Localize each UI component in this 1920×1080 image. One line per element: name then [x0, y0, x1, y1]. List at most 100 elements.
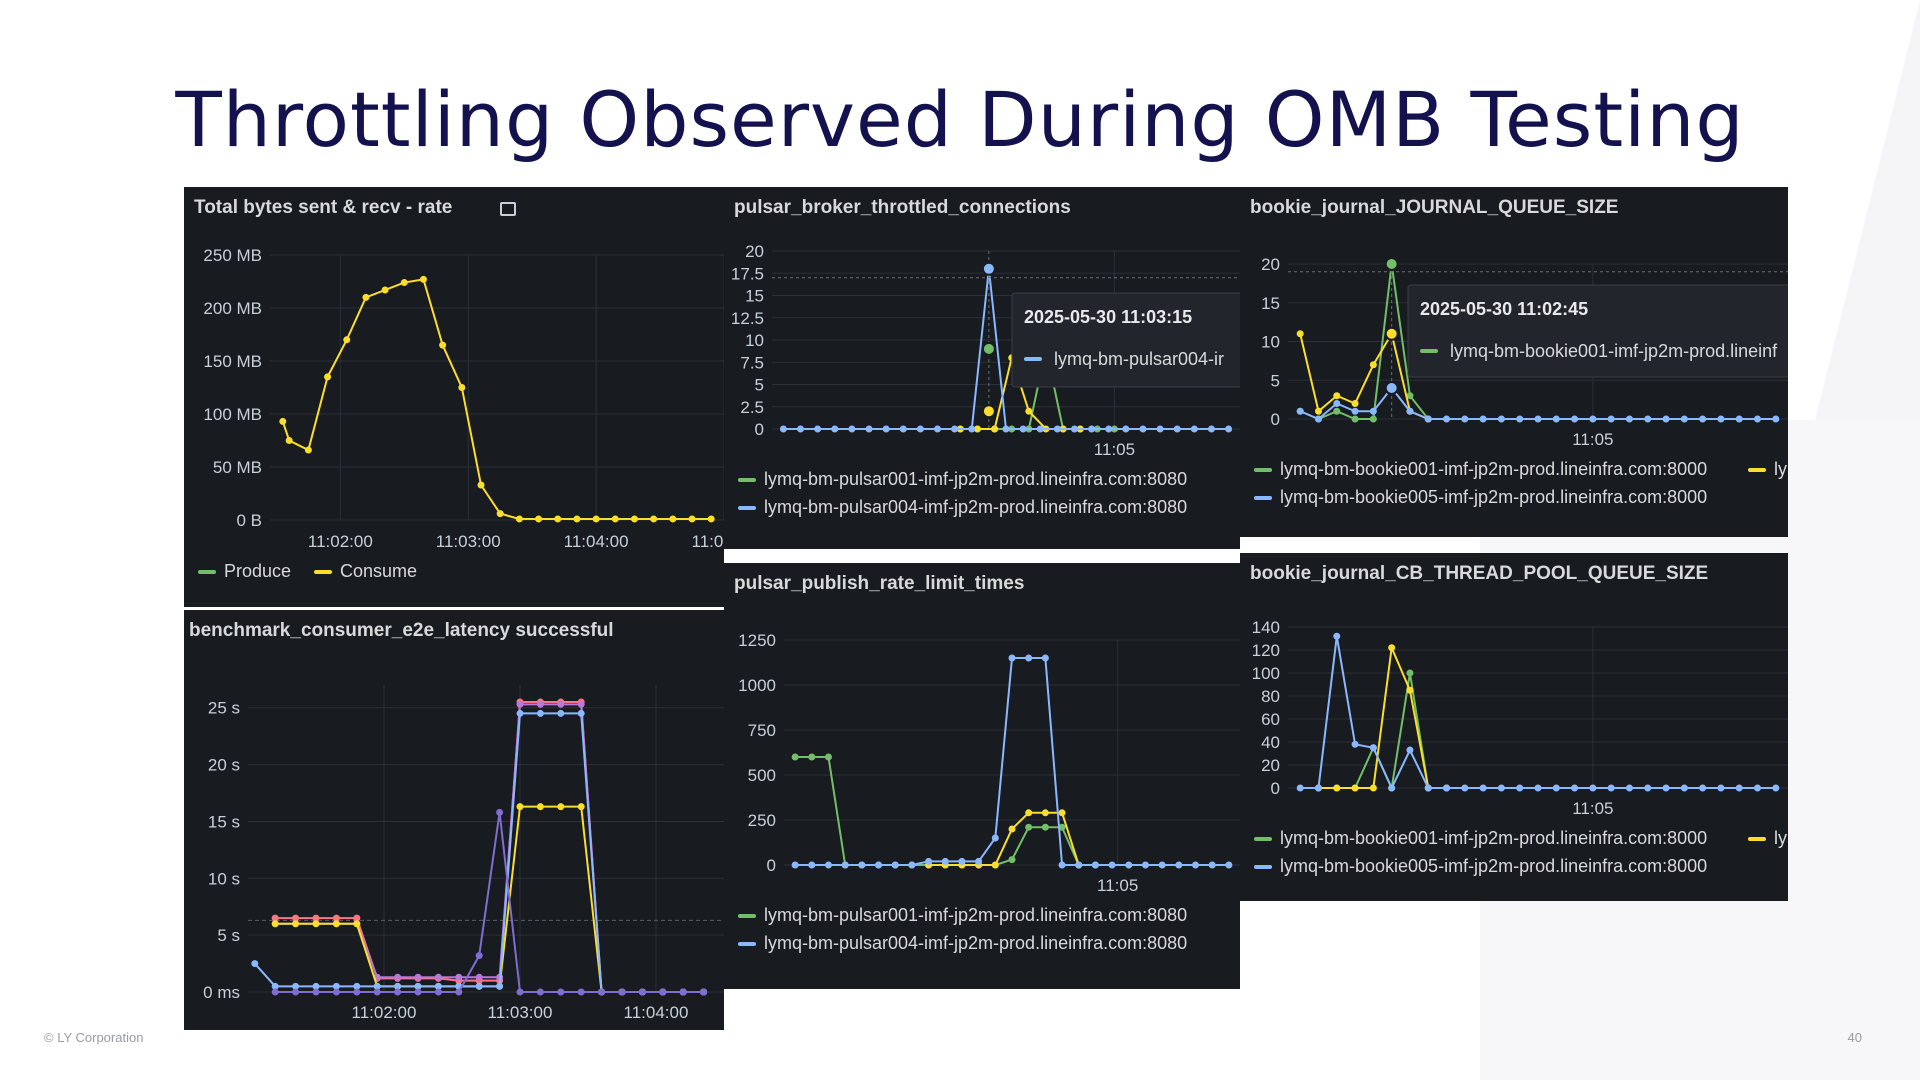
data-point — [1516, 784, 1524, 792]
chart-latency-plot: 25 s 20 s 15 s 10 s 5 s 0 ms 11:02:00 11:03:00 1… — [203, 685, 724, 1022]
series-line-0 — [1318, 672, 1447, 792]
x-tick-label: 11:02:00 — [352, 1003, 417, 1022]
data-point — [1058, 809, 1066, 817]
data-point — [1351, 740, 1359, 748]
data-point — [1461, 784, 1469, 792]
chart-cbpool-plot: 140 120 100 80 60 40 20 0 11:05 — [1252, 618, 1788, 818]
data-point — [1122, 425, 1130, 433]
legend-label: lymq-bm-pulsar001-imf-jp2m-prod.lineinfr… — [764, 905, 1187, 925]
data-point — [1351, 400, 1359, 407]
data-point — [1108, 861, 1116, 869]
x-tick-label: 11:03:00 — [436, 532, 501, 551]
data-point — [1443, 415, 1451, 423]
tooltip-swatch — [1420, 349, 1438, 353]
data-point — [592, 515, 600, 523]
y-tick-label: 0 — [767, 856, 776, 875]
data-point — [1607, 415, 1615, 423]
data-point — [630, 515, 638, 523]
data-point — [414, 988, 422, 996]
y-tick-label: 150 MB — [203, 352, 262, 371]
panel-cbpool: bookie_journal_CB_THREAD_POOL_QUEUE_SIZE… — [1240, 553, 1788, 901]
legend-label: lymq-bm-bookie001-imf-jp2m-prod.lineinfr… — [1280, 828, 1707, 848]
data-point — [292, 920, 300, 928]
data-point — [1369, 784, 1377, 792]
panel-journal: bookie_journal_JOURNAL_QUEUE_SIZE 20 15 10… — [1240, 187, 1788, 537]
legend-label: lymq-bm-pulsar004-imf-jp2m-prod.lineinfr… — [764, 497, 1187, 517]
data-point — [908, 861, 916, 869]
data-point — [577, 988, 585, 996]
data-point — [688, 515, 696, 523]
data-point — [1008, 856, 1016, 864]
legend-swatch — [738, 914, 756, 918]
data-point — [1388, 784, 1396, 792]
data-point — [973, 425, 981, 433]
data-point — [1058, 823, 1066, 831]
data-point — [496, 510, 504, 518]
data-point — [554, 515, 562, 523]
data-point — [1516, 415, 1524, 423]
data-point — [332, 914, 340, 922]
data-point — [304, 446, 312, 454]
data-point — [1008, 825, 1016, 833]
data-point — [638, 988, 646, 996]
y-tick-label: 100 MB — [203, 405, 262, 424]
data-point — [1041, 809, 1049, 817]
y-tick-label: 20 — [1261, 255, 1280, 274]
data-point — [808, 753, 816, 761]
data-point — [251, 960, 259, 968]
data-point — [1314, 415, 1322, 423]
data-point — [312, 982, 320, 990]
data-point — [1351, 784, 1359, 792]
data-point — [362, 293, 370, 301]
hover-point — [1384, 381, 1399, 395]
series-line-1 — [275, 703, 704, 993]
data-point — [916, 425, 924, 433]
data-point — [557, 988, 565, 996]
data-point — [934, 425, 942, 433]
legend-swatch — [738, 942, 756, 946]
data-point — [332, 988, 340, 996]
data-point — [434, 973, 442, 981]
data-point — [271, 920, 279, 928]
data-point — [1424, 784, 1432, 792]
data-point — [1351, 407, 1359, 415]
data-point — [814, 425, 822, 433]
data-point — [353, 920, 361, 928]
data-point — [824, 753, 832, 761]
data-point — [1025, 809, 1033, 817]
y-tick-label: 10 — [745, 331, 764, 350]
y-tick-label: 0 B — [236, 511, 262, 530]
data-point — [1008, 654, 1016, 662]
data-point — [414, 973, 422, 981]
data-point — [1175, 861, 1183, 869]
data-point — [1497, 415, 1505, 423]
x-tick-label: 11:05 — [1572, 430, 1613, 449]
tooltip-time: 2025-05-30 11:03:15 — [1024, 307, 1192, 327]
data-point — [332, 920, 340, 928]
data-point — [1091, 861, 1099, 869]
data-point — [292, 914, 300, 922]
data-point — [968, 425, 976, 433]
y-tick-label: 20 — [1261, 756, 1280, 775]
data-point — [1607, 784, 1615, 792]
data-point — [1552, 415, 1560, 423]
data-point — [1717, 784, 1725, 792]
background-shape — [1800, 0, 1920, 480]
data-point — [516, 988, 524, 996]
data-point — [1041, 654, 1049, 662]
legend-label: lymq-bm-bookie005-imf-jp2m-prod.lineinfr… — [1280, 487, 1707, 507]
data-point — [1369, 407, 1377, 415]
panel-cbpool-title: bookie_journal_CB_THREAD_POOL_QUEUE_SIZE — [1250, 563, 1709, 584]
data-point — [659, 988, 667, 996]
data-point — [618, 988, 626, 996]
y-tick-label: 25 s — [208, 699, 240, 718]
data-point — [1041, 823, 1049, 831]
data-point — [332, 982, 340, 990]
legend-swatch — [1748, 468, 1766, 472]
tooltip-box — [1407, 284, 1788, 378]
data-point — [343, 336, 351, 344]
legend-swatch — [314, 570, 332, 574]
panel-info-icon[interactable] — [500, 202, 516, 216]
data-point — [434, 982, 442, 990]
data-point — [515, 515, 523, 523]
